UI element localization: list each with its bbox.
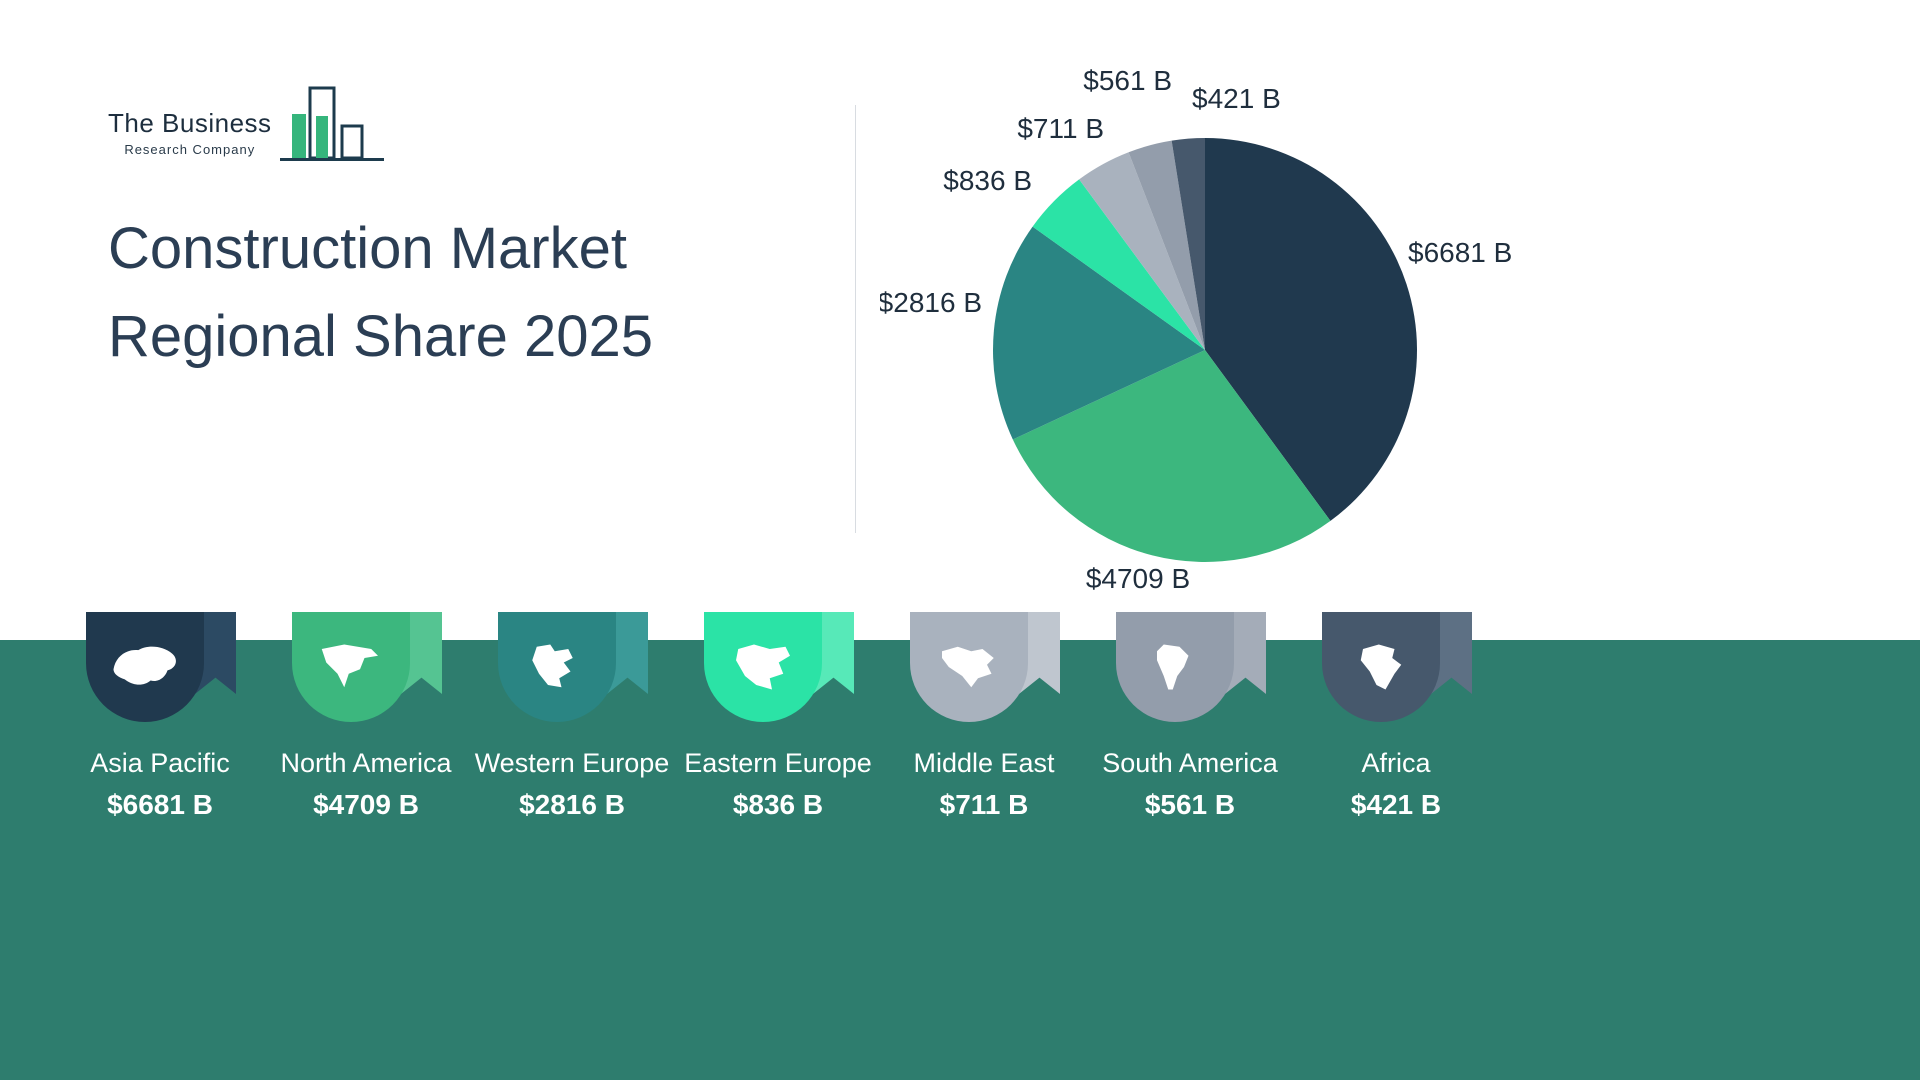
- brand-name: The Business Research Company: [108, 108, 272, 157]
- africa-map-icon: [1360, 644, 1402, 690]
- bar-chart-logo-icon: [279, 86, 384, 161]
- legend-region-value: $4709 B: [313, 789, 419, 820]
- legend-item-africa: Africa $421 B: [1296, 612, 1496, 821]
- brand-logo: The Business Research Company: [108, 86, 384, 162]
- legend-region-value: $836 B: [732, 789, 824, 820]
- pie-label-africa: $421 B: [1192, 83, 1281, 114]
- eastern-europe-map-icon: [736, 644, 790, 690]
- legend-region-value: $2816 B: [519, 789, 625, 820]
- legend-item-north-america: North America $4709 B: [266, 612, 466, 821]
- legend-item-eastern-europe: Eastern Europe $836 B: [678, 612, 878, 821]
- legend-badge-shield: [704, 612, 822, 722]
- pie-chart: $6681 B $4709 B $2816 B $836 B $711 B $561 B $…: [878, 60, 1600, 640]
- legend-badge-shield: [498, 612, 616, 722]
- pie-label-middle-east: $711 B: [1017, 113, 1104, 144]
- pie-slice-south-america: [1128, 140, 1205, 350]
- legend-badge: [702, 612, 854, 722]
- legend-badge: [84, 612, 236, 722]
- brand-name-line1: The Business: [108, 108, 272, 138]
- middle-east-map-icon: [942, 646, 994, 688]
- legend-region-value: $561 B: [1144, 789, 1236, 820]
- pie-label-south-america: $561 B: [1083, 65, 1172, 96]
- legend-badge-shield: [1116, 612, 1234, 722]
- legend-badge: [496, 612, 648, 722]
- legend-region-value: $6681 B: [107, 789, 213, 820]
- pie-slice-middle-east: [1079, 152, 1205, 350]
- legend-region-name: Western Europe: [474, 748, 670, 778]
- legend-badge: [290, 612, 442, 722]
- western-europe-map-icon: [532, 644, 573, 688]
- pie-label-north-america: $4709 B: [1086, 563, 1190, 594]
- pie-slice-eastern-europe: [1032, 179, 1205, 350]
- legend: Asia Pacific $6681 B North America $4709 B W…: [60, 612, 1500, 821]
- legend-badge-shield: [86, 612, 204, 722]
- asia-pacific-map-icon: [113, 646, 176, 685]
- pie-slice-western-europe: [993, 226, 1205, 440]
- vertical-divider: [855, 105, 856, 533]
- legend-item-asia-pacific: Asia Pacific $6681 B: [60, 612, 260, 821]
- pie-label-eastern-europe: $836 B: [943, 165, 1032, 196]
- legend-region-value: $711 B: [939, 789, 1029, 820]
- pie-label-western-europe: $2816 B: [880, 287, 982, 318]
- pie-label-asia-pacific: $6681 B: [1408, 237, 1512, 268]
- legend-region-name: Eastern Europe: [684, 748, 872, 778]
- page-title-line1: Construction Market: [108, 216, 627, 281]
- legend-item-south-america: South America $561 B: [1090, 612, 1290, 821]
- legend-badge: [1320, 612, 1472, 722]
- legend-badge: [908, 612, 1060, 722]
- pie-slice-africa: [1171, 138, 1205, 350]
- pie-chart-svg: $6681 B $4709 B $2816 B $836 B $711 B $561 B $…: [878, 65, 1513, 594]
- legend-region-name: Africa: [1361, 748, 1431, 778]
- legend-badge-shield: [910, 612, 1028, 722]
- legend-region-name: Middle East: [913, 748, 1055, 778]
- pie-slice-north-america: [1012, 350, 1331, 563]
- legend-badge: [1114, 612, 1266, 722]
- legend-item-middle-east: Middle East $711 B: [884, 612, 1084, 821]
- north-america-map-icon: [321, 644, 378, 688]
- legend-badge-shield: [292, 612, 410, 722]
- south-america-map-icon: [1157, 644, 1189, 690]
- pie-slice-asia-pacific: [1205, 138, 1417, 521]
- legend-region-name: South America: [1102, 748, 1278, 778]
- brand-name-line2: Research Company: [124, 142, 256, 157]
- legend-region-name: North America: [280, 748, 452, 778]
- page-title-line2: Regional Share 2025: [108, 304, 653, 369]
- legend-badge-shield: [1322, 612, 1440, 722]
- page-title: Construction Market Regional Share 2025: [108, 205, 653, 381]
- legend-item-western-europe: Western Europe $2816 B: [472, 612, 672, 821]
- legend-region-value: $421 B: [1350, 789, 1442, 820]
- legend-region-name: Asia Pacific: [90, 748, 230, 778]
